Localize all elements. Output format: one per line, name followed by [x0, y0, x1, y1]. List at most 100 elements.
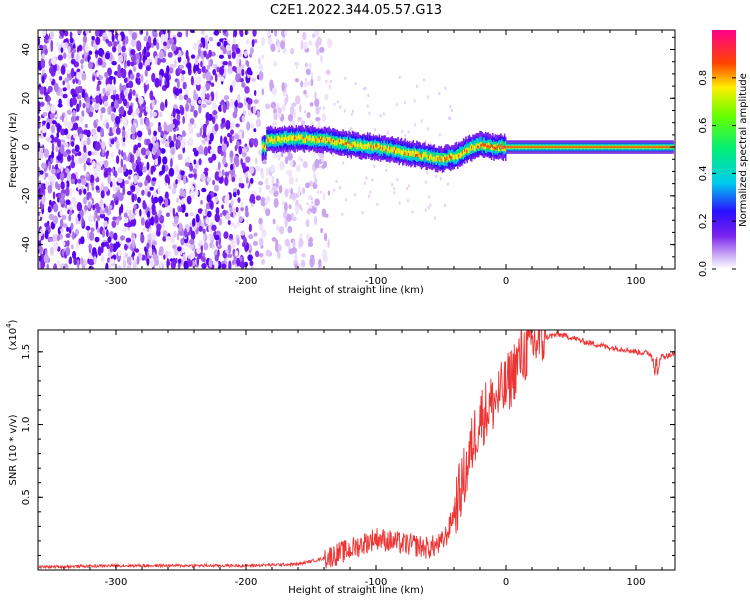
- spectrogram-noise-cell: [162, 230, 168, 238]
- spectrogram-ridge-cell: [396, 148, 398, 154]
- spectrogram-noise-cell: [189, 118, 195, 125]
- spectrogram-noise-cell: [136, 130, 143, 138]
- spectrogram-noise-cell: [229, 98, 235, 108]
- spectrogram-noise-cell: [289, 105, 295, 116]
- spectrogram-ridge-cell: [276, 135, 279, 141]
- spectrogram-noise-cell: [57, 162, 62, 170]
- spectrogram-noise-cell: [92, 75, 96, 82]
- spectrogram-ridge-cell: [337, 137, 340, 144]
- colorbar: 0.00.20.40.60.8 Normalized spectral ampl…: [698, 30, 749, 277]
- spectrogram-noise-cell: [202, 66, 206, 72]
- spectrogram-ridge-cell: [455, 154, 458, 160]
- spectrogram-noise-cell: [81, 72, 87, 81]
- spectrogram-noise-cell: [131, 134, 136, 141]
- spectrogram-ridge-cell: [446, 156, 448, 160]
- spectrogram-noise-cell: [97, 80, 102, 86]
- spectrogram-noise-cell: [151, 177, 157, 182]
- spectrogram-noise-cell: [131, 193, 135, 203]
- spectrogram-noise-cell: [63, 151, 68, 158]
- spectrogram-ridge-cell: [572, 146, 575, 148]
- spectrogram-noise-cell: [180, 237, 185, 246]
- spectrogram-noise-cell: [89, 95, 93, 105]
- spectrogram-noise-cell: [111, 85, 117, 91]
- spectrogram-ridge-cell: [488, 142, 491, 148]
- spectrogram-noise-cell: [302, 124, 305, 128]
- spectrogram-noise-cell: [83, 144, 87, 153]
- spectrogram-ridge-cell: [285, 134, 287, 141]
- spectrogram-ridge-cell: [347, 138, 349, 148]
- spectrogram-noise-cell: [230, 199, 234, 207]
- spectrogram-noise-cell: [251, 77, 257, 83]
- spectrogram-ridge-cell: [485, 143, 487, 147]
- spectrogram-noise-cell: [117, 249, 122, 257]
- spectrogram-noise-cell: [79, 257, 84, 266]
- spectrogram-noise-cell: [78, 99, 82, 108]
- spectrogram-noise-cell: [47, 236, 51, 243]
- spectrogram-noise-cell: [288, 169, 293, 178]
- spectrogram-noise-cell: [132, 89, 136, 96]
- spectrogram-noise-cell: [86, 157, 91, 163]
- spectrogram-ridge-cell: [448, 154, 451, 158]
- spectrogram-noise-cell: [198, 158, 202, 166]
- spectrogram-noise-cell: [112, 243, 118, 253]
- spectrogram-ridge-cell: [658, 146, 660, 148]
- spectrogram-noise-cell: [104, 205, 109, 214]
- spectrogram-noise-cell: [265, 249, 271, 257]
- spectrogram-noise-cell: [94, 95, 101, 104]
- snr-panel: -300 -200 -100 0 100 0.51.01.5 Height of str…: [5, 319, 676, 596]
- spectrogram-ridge-cell: [449, 155, 452, 159]
- spectrogram-noise-cell: [184, 112, 188, 119]
- spectrogram-noise-cell: [244, 166, 250, 172]
- spectrogram-ridge-cell: [511, 146, 514, 148]
- spectrogram-noise-cell: [85, 172, 90, 178]
- spectrogram-noise-cell: [123, 119, 128, 128]
- spectrogram-noise-cell: [367, 93, 370, 97]
- spectrogram-noise-cell: [117, 43, 122, 54]
- spectrogram-noise-cell: [160, 147, 166, 154]
- spectrogram-noise-cell: [89, 106, 94, 113]
- snr-x-tick-label: -200: [235, 577, 258, 588]
- spectrogram-noise-cell: [172, 244, 177, 250]
- spectrogram-noise-cell: [112, 123, 116, 134]
- spectrogram-ridge-cell: [562, 146, 564, 148]
- spectrogram-noise-cell: [77, 85, 83, 94]
- spectrogram-noise-cell: [134, 210, 139, 215]
- spectrogram-noise-cell: [115, 127, 121, 135]
- spectrogram-noise-cell: [62, 87, 67, 92]
- spectrogram-noise-cell: [305, 219, 310, 228]
- spectrogram-noise-cell: [172, 108, 176, 118]
- spectrogram-ridge-cell: [379, 146, 382, 150]
- spectrogram-noise-cell: [150, 166, 154, 175]
- spectrogram-ridge-cell: [344, 141, 347, 145]
- spectrogram-ridge-cell: [432, 156, 434, 163]
- spectrogram-noise-cell: [53, 203, 59, 213]
- spectrogram-ridge-cell: [503, 145, 506, 152]
- spectrogram-noise-cell: [118, 206, 122, 217]
- spectrogram-noise-cell: [189, 30, 195, 34]
- spectrogram-noise-cell: [103, 186, 109, 192]
- spectrogram-noise-cell: [222, 209, 227, 216]
- spectrogram-noise-cell: [165, 124, 171, 133]
- spectrogram-noise-cell: [323, 160, 328, 168]
- spectrogram-noise-cell: [52, 191, 56, 200]
- spectrogram-ridge-cell: [552, 146, 555, 148]
- spectrogram-noise-cell: [244, 85, 250, 94]
- spectrogram-noise-cell: [316, 36, 322, 46]
- spectrogram-ridge-cell: [339, 138, 342, 144]
- spectrogram-noise-cell: [190, 230, 196, 241]
- spectrogram-noise-cell: [70, 58, 76, 65]
- spectrogram-noise-cell: [258, 181, 264, 186]
- spectrogram-noise-cell: [420, 119, 423, 123]
- spectrogram-noise-cell: [153, 130, 158, 137]
- spectrogram-noise-cell: [69, 37, 74, 44]
- spectrogram-noise-cell: [71, 154, 75, 162]
- spectrogram-noise-cell: [319, 190, 322, 194]
- spectrogram-noise-cell: [132, 66, 137, 72]
- spectrogram-noise-cell: [124, 217, 129, 224]
- spectrogram-ridge-cell: [559, 146, 562, 148]
- spectrogram-ridge-cell: [664, 146, 666, 148]
- spectrogram-noise-cell: [302, 160, 308, 169]
- spectrogram-noise-cell: [174, 58, 177, 68]
- spectrogram-noise-cell: [379, 114, 382, 118]
- spectrogram-noise-cell: [68, 214, 72, 222]
